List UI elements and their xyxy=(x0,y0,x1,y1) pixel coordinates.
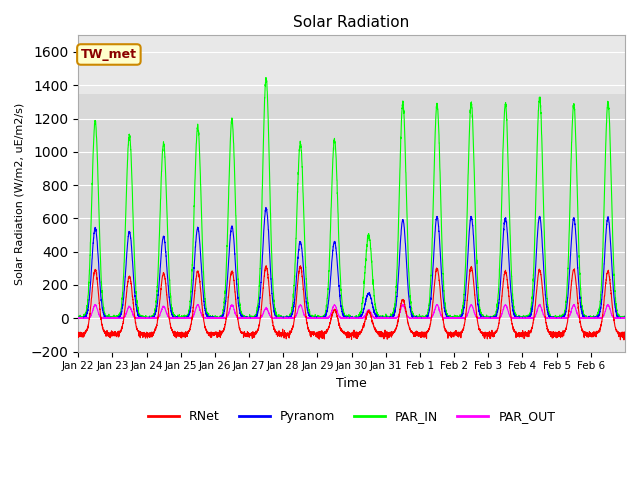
Legend: RNet, Pyranom, PAR_IN, PAR_OUT: RNet, Pyranom, PAR_IN, PAR_OUT xyxy=(143,405,561,428)
Text: TW_met: TW_met xyxy=(81,48,137,61)
Bar xyxy=(78,94,625,318)
Title: Solar Radiation: Solar Radiation xyxy=(294,15,410,30)
X-axis label: Time: Time xyxy=(336,377,367,390)
Y-axis label: Solar Radiation (W/m2, uE/m2/s): Solar Radiation (W/m2, uE/m2/s) xyxy=(15,102,25,285)
